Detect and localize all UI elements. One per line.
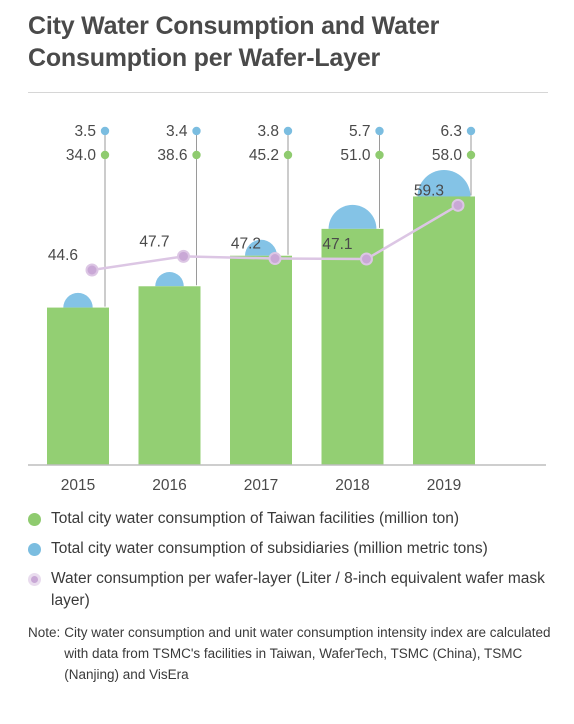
wafer-point [177, 249, 190, 263]
legend-item-wafer: Water consumption per wafer-layer (Liter… [28, 568, 568, 612]
chart-title: City Water Consumption and Water Consump… [28, 12, 440, 72]
wafer-point [85, 263, 99, 277]
legend-item-taiwan: Total city water consumption of Taiwan f… [28, 508, 568, 530]
value-label-taiwan: 51.0 [340, 147, 371, 164]
x-tick-label: 2015 [61, 477, 95, 494]
value-label-taiwan: 58.0 [432, 147, 463, 164]
label-dot-subsidiaries [283, 126, 293, 136]
legend-label-subsidiaries: Total city water consumption of subsidia… [51, 540, 488, 557]
bar-taiwan [230, 255, 292, 465]
x-tick-label: 2018 [335, 477, 369, 494]
value-label-taiwan: 34.0 [66, 147, 97, 164]
value-label-taiwan: 45.2 [249, 147, 279, 164]
value-label-wafer: 59.3 [414, 182, 444, 199]
wafer-point [360, 252, 373, 266]
legend-swatch-wafer [28, 573, 41, 586]
water-consumption-chart: 3.5 34.0 3.4 38.6 3.8 45.2 5.7 51.0 6.3 58.0 44.6 4… [28, 123, 546, 494]
value-label-subsidiaries: 3.8 [257, 123, 279, 140]
legend-label-taiwan: Total city water consumption of Taiwan f… [51, 510, 460, 527]
bar-subsidiaries [328, 204, 377, 229]
legend: Total city water consumption of Taiwan f… [28, 508, 568, 620]
label-dot-subsidiaries [192, 126, 201, 136]
wafer-line-series [85, 198, 465, 277]
bar-subsidiaries [245, 239, 277, 256]
bar-taiwan [413, 196, 475, 465]
bar-subsidiaries [63, 292, 93, 308]
bar-taiwan [47, 307, 109, 465]
note-text: City water consumption and unit water co… [64, 625, 551, 682]
label-dot-subsidiaries [375, 126, 384, 136]
value-labels: 3.5 34.0 3.4 38.6 3.8 45.2 5.7 51.0 6.3 58.0 44.6 4… [48, 123, 463, 264]
x-tick-label: 2016 [152, 477, 186, 494]
label-dot-taiwan [100, 150, 110, 160]
wafer-point [268, 252, 282, 266]
x-tick-label: 2019 [427, 477, 461, 494]
bar-subsidiaries [155, 272, 184, 287]
x-tick-label: 2017 [244, 477, 278, 494]
value-label-subsidiaries: 5.7 [349, 123, 371, 140]
value-label-wafer: 47.2 [231, 236, 261, 253]
bars [47, 170, 475, 465]
legend-swatch-subsidiaries [28, 543, 41, 556]
title-divider [28, 92, 548, 93]
value-label-wafer: 47.7 [139, 233, 169, 250]
value-label-subsidiaries: 3.5 [74, 123, 96, 140]
note-label: Note: [28, 625, 61, 640]
bar-taiwan [321, 228, 384, 465]
label-dot-subsidiaries [100, 126, 110, 136]
legend-label-wafer: Water consumption per wafer-layer (Liter… [51, 570, 545, 609]
legend-item-subsidiaries: Total city water consumption of subsidia… [28, 538, 568, 560]
value-label-taiwan: 38.6 [157, 147, 187, 164]
label-dots [100, 126, 476, 160]
label-dot-subsidiaries [466, 126, 476, 136]
label-dot-taiwan [375, 150, 384, 160]
value-label-wafer: 44.6 [48, 247, 78, 264]
wafer-point [451, 198, 465, 212]
legend-swatch-taiwan [28, 513, 41, 526]
bar-subsidiaries [417, 170, 471, 197]
label-dot-taiwan [192, 150, 201, 160]
value-label-wafer: 47.1 [322, 236, 352, 253]
bar-taiwan [138, 286, 201, 465]
value-label-subsidiaries: 3.4 [166, 123, 188, 140]
label-dot-taiwan [466, 150, 476, 160]
label-dot-taiwan [283, 150, 293, 160]
footnote: Note: City water consumption and unit wa… [28, 622, 553, 685]
value-label-subsidiaries: 6.3 [440, 123, 462, 140]
x-tick-labels: 2015 2016 2017 2018 2019 [61, 477, 461, 494]
